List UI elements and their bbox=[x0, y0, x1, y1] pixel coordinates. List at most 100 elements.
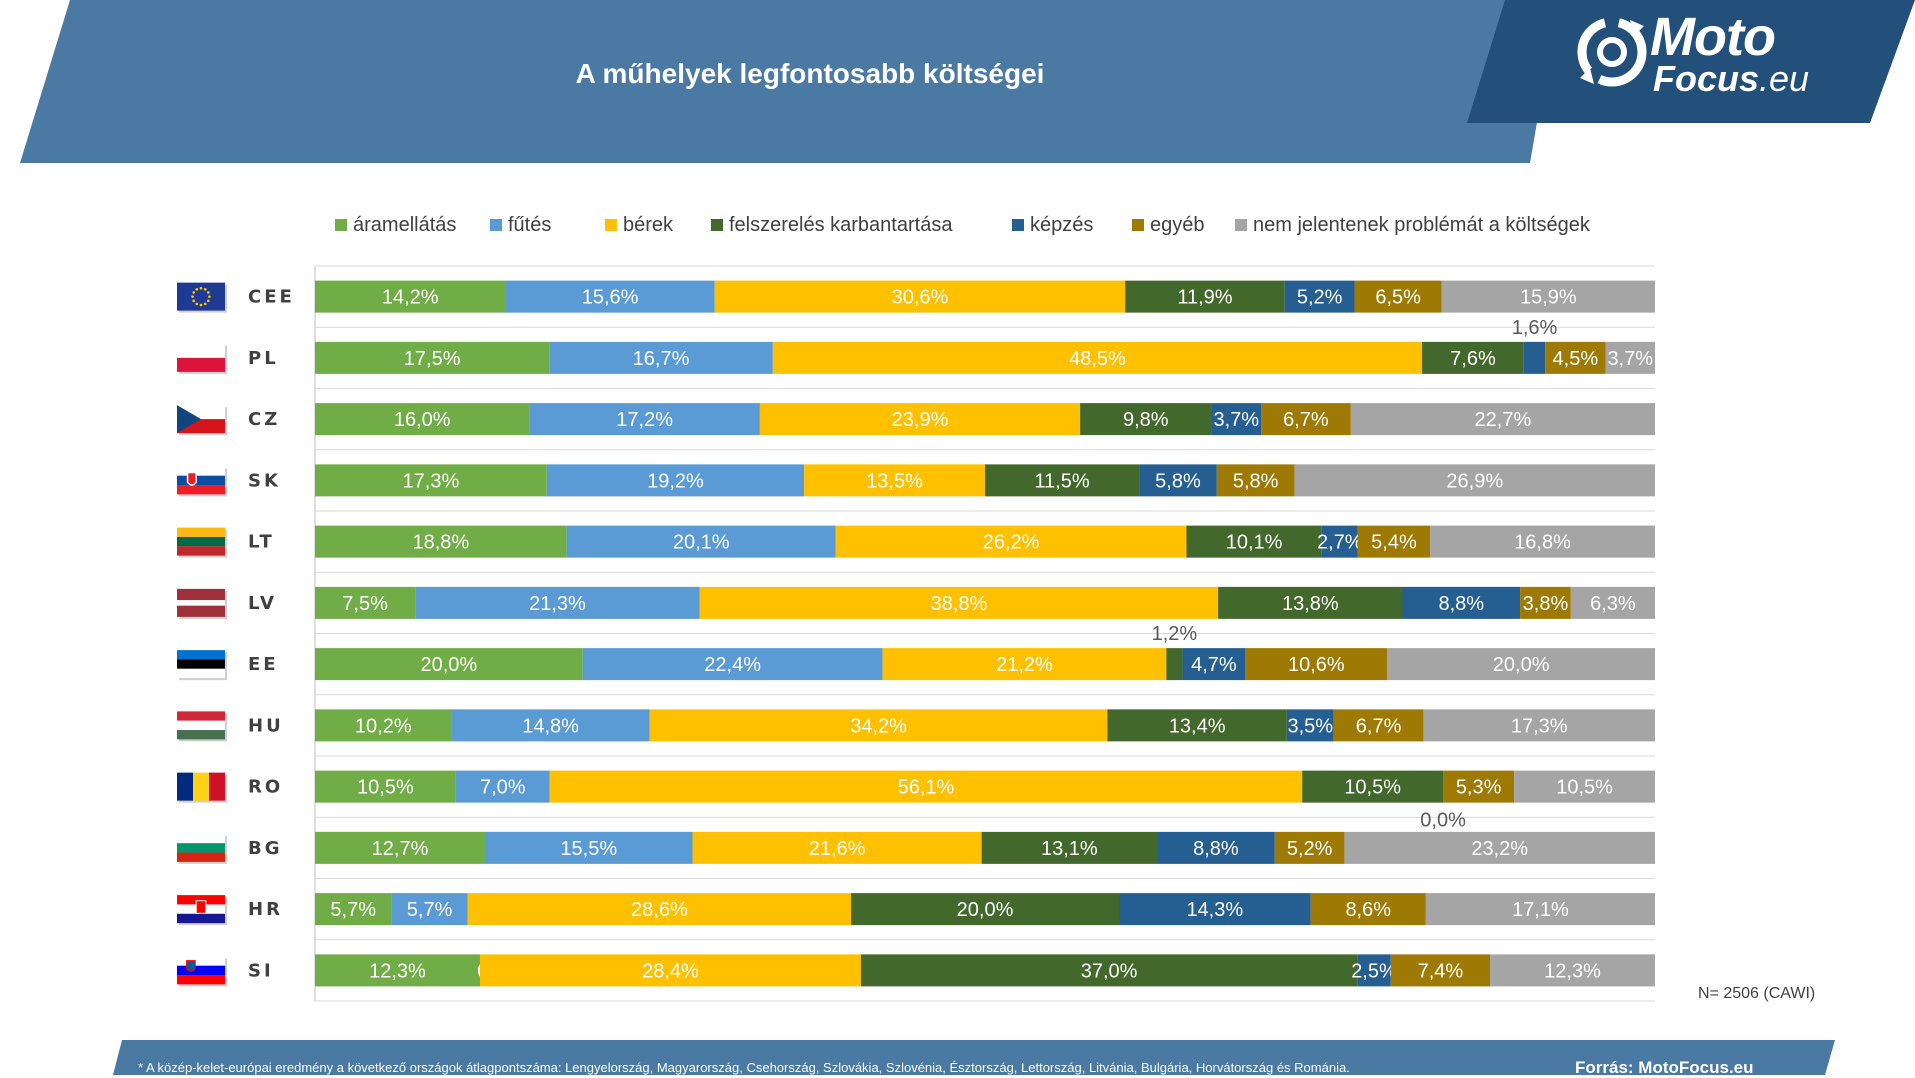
bar-segment bbox=[546, 464, 805, 497]
bar-segment bbox=[1354, 280, 1442, 313]
data-label: 5,2% bbox=[1297, 287, 1343, 309]
bar-segment bbox=[1274, 831, 1345, 864]
legend-swatch bbox=[605, 219, 617, 231]
data-label: 23,9% bbox=[892, 409, 949, 431]
data-label: 26,2% bbox=[983, 532, 1040, 554]
brand-logo-line1: Moto bbox=[1650, 7, 1776, 67]
bar-segment bbox=[649, 709, 1108, 742]
country-code-label: LT bbox=[248, 532, 275, 553]
data-label: 5,7% bbox=[407, 899, 453, 921]
data-label: 7,6% bbox=[1450, 348, 1496, 370]
bar-segment bbox=[1119, 893, 1311, 926]
bar-segment bbox=[549, 770, 1303, 803]
bar-segment bbox=[1441, 280, 1655, 313]
data-label: 6,3% bbox=[1590, 593, 1636, 615]
data-label: 10,6% bbox=[1288, 654, 1345, 676]
bar-segment bbox=[1310, 893, 1426, 926]
data-label: 20,0% bbox=[1493, 654, 1550, 676]
bar-segment bbox=[1545, 341, 1606, 374]
data-label: 20,1% bbox=[673, 532, 730, 554]
data-label: 26,9% bbox=[1446, 470, 1503, 492]
bar-segment bbox=[391, 893, 468, 926]
bar-segment bbox=[549, 341, 773, 374]
data-label: 2,5% bbox=[1351, 960, 1397, 982]
data-label: 3,8% bbox=[1523, 593, 1569, 615]
data-label: 20,0% bbox=[421, 654, 478, 676]
sample-size-note: N= 2506 (CAWI) bbox=[1698, 985, 1816, 1002]
hungary-flag-icon bbox=[177, 711, 227, 742]
country-code-label: CEE bbox=[248, 287, 295, 308]
country-code-label: HU bbox=[248, 715, 284, 736]
bar-segment bbox=[315, 709, 452, 742]
data-label: 5,7% bbox=[330, 899, 376, 921]
legend-swatch bbox=[335, 219, 347, 231]
bar-segment bbox=[1186, 525, 1322, 558]
bar-segment bbox=[692, 831, 982, 864]
data-label: 5,8% bbox=[1155, 470, 1201, 492]
bar-segment bbox=[1357, 954, 1391, 987]
brand-focus-text: Focus bbox=[1653, 58, 1760, 99]
croatia-flag-icon bbox=[177, 895, 227, 926]
data-label: 21,3% bbox=[529, 593, 586, 615]
bar-segment bbox=[315, 403, 530, 436]
data-label: 10,5% bbox=[1344, 777, 1401, 799]
bar-segment bbox=[1245, 648, 1388, 681]
data-label: 10,5% bbox=[1556, 777, 1613, 799]
data-label: 10,1% bbox=[1226, 532, 1283, 554]
bar-segment bbox=[1321, 525, 1358, 558]
data-label: 10,5% bbox=[357, 777, 414, 799]
data-label: 7,4% bbox=[1418, 960, 1464, 982]
bar-segment bbox=[315, 525, 567, 558]
data-label: 17,2% bbox=[616, 409, 673, 431]
data-label: 56,1% bbox=[898, 777, 955, 799]
country-code-label: LV bbox=[248, 593, 277, 614]
data-label: 15,5% bbox=[560, 838, 617, 860]
data-label: 5,2% bbox=[1287, 838, 1333, 860]
data-label: 6,7% bbox=[1356, 715, 1402, 737]
bar-segment bbox=[415, 586, 700, 619]
country-code-label: CZ bbox=[248, 409, 280, 430]
latvia-flag-icon bbox=[177, 588, 227, 619]
data-label: 30,6% bbox=[892, 287, 949, 309]
bar-segment bbox=[1443, 770, 1515, 803]
legend-item: bérek bbox=[605, 214, 673, 237]
footer-band bbox=[113, 1040, 1835, 1075]
bar-segment bbox=[1166, 648, 1183, 681]
bar-segment bbox=[1514, 770, 1655, 803]
czech-flag-icon bbox=[177, 405, 227, 436]
legend-label: képzés bbox=[1030, 214, 1094, 236]
bar-segment bbox=[1294, 464, 1655, 497]
lithuania-flag-icon bbox=[177, 527, 227, 558]
data-label: 28,6% bbox=[631, 899, 688, 921]
header-band bbox=[20, 0, 1558, 163]
bar-segment bbox=[772, 341, 1423, 374]
data-label: 37,0% bbox=[1081, 960, 1138, 982]
source-note: Forrás: MotoFocus.eu bbox=[1575, 1058, 1754, 1077]
data-label: 14,8% bbox=[522, 715, 579, 737]
data-label: 9,8% bbox=[1123, 409, 1169, 431]
bar-segment bbox=[851, 893, 1119, 926]
bar-segment bbox=[1520, 586, 1571, 619]
bar-segment bbox=[1157, 831, 1275, 864]
data-label: 17,3% bbox=[1511, 715, 1568, 737]
bar-segment bbox=[1182, 648, 1246, 681]
eu-flag-icon bbox=[177, 282, 227, 313]
bar-segment bbox=[1390, 954, 1491, 987]
legend-item: nem jelentenek problémát a költségek bbox=[1235, 214, 1590, 237]
page-title: A műhelyek legfontosabb költségei bbox=[575, 58, 1045, 89]
data-label: 38,8% bbox=[931, 593, 988, 615]
data-label: 13,8% bbox=[1282, 593, 1339, 615]
data-label: 16,0% bbox=[394, 409, 451, 431]
data-label: 15,9% bbox=[1520, 287, 1577, 309]
data-label: 15,6% bbox=[582, 287, 639, 309]
country-code-label: EE bbox=[248, 654, 279, 675]
bar-segment bbox=[315, 464, 547, 497]
legend-item: egyéb bbox=[1132, 214, 1205, 237]
bar-segment bbox=[759, 403, 1081, 436]
bar-segment bbox=[985, 464, 1140, 497]
data-label: 12,3% bbox=[369, 960, 426, 982]
bar-segment bbox=[485, 831, 693, 864]
bar-segment bbox=[1350, 403, 1655, 436]
bar-segment bbox=[1211, 403, 1262, 436]
motofocus-logo-icon bbox=[1577, 17, 1647, 87]
